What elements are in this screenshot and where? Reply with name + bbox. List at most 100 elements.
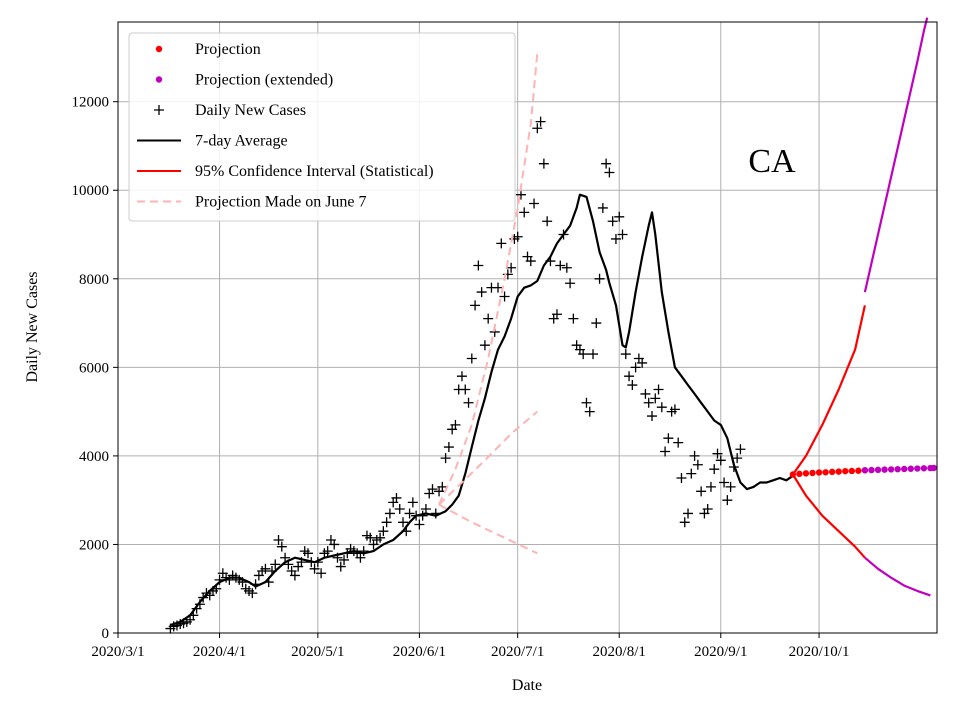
legend-item-june7: Projection Made on June 7 xyxy=(137,194,367,211)
daily-case-point xyxy=(260,563,271,574)
daily-case-point xyxy=(728,461,739,472)
projection-extended-point xyxy=(907,465,914,472)
daily-case-point xyxy=(545,256,556,267)
daily-case-point xyxy=(407,497,418,508)
daily-case-point xyxy=(624,371,635,382)
daily-case-point xyxy=(263,577,274,588)
daily-case-point xyxy=(542,216,553,227)
series-layer xyxy=(165,17,937,634)
daily-case-point xyxy=(273,535,284,546)
projection-made-on-june-7-upper-line xyxy=(438,52,539,506)
daily-case-point xyxy=(303,548,314,559)
daily-case-point xyxy=(312,557,323,568)
x-tick-label: 2020/4/1 xyxy=(193,644,246,660)
legend: Projection Projection (extended) Daily New… xyxy=(128,32,516,222)
daily-case-point xyxy=(601,158,612,169)
region-label: CA xyxy=(748,143,796,180)
daily-case-point xyxy=(515,189,526,200)
daily-case-point xyxy=(483,313,494,324)
series-95-ci-upper xyxy=(792,305,866,476)
daily-case-point xyxy=(732,453,743,464)
daily-case-point xyxy=(594,273,605,284)
daily-case-point xyxy=(250,579,261,590)
daily-case-point xyxy=(565,278,576,289)
daily-case-point xyxy=(398,517,409,528)
daily-case-point xyxy=(532,123,543,134)
daily-case-point xyxy=(450,419,461,430)
daily-case-point xyxy=(417,510,428,521)
daily-case-point xyxy=(512,231,523,242)
daily-case-point xyxy=(404,508,415,519)
95-ci-lower-line xyxy=(791,473,866,559)
daily-case-point xyxy=(384,508,395,519)
daily-case-point xyxy=(479,340,490,351)
daily-case-point xyxy=(653,384,664,395)
series-projection-extended xyxy=(861,464,937,474)
projection-point xyxy=(848,467,856,475)
axes: 2020/3/1 2020/4/1 2020/5/1 2020/6/1 2020/7/1… xyxy=(72,95,850,660)
x-tick-label: 2020/9/1 xyxy=(694,644,747,660)
projection-point xyxy=(815,469,823,476)
legend-label-ci: 95% Confidence Interval (Statistical) xyxy=(195,163,434,180)
series-7-day-average xyxy=(170,193,794,627)
x-axis-label: Date xyxy=(512,677,542,694)
daily-case-point xyxy=(332,552,343,563)
daily-case-point xyxy=(715,455,726,466)
daily-case-point xyxy=(309,563,320,574)
95-ci-lower-extended-line xyxy=(864,556,931,597)
daily-case-point xyxy=(355,552,366,563)
daily-case-point xyxy=(538,158,549,169)
x-tick-label: 2020/10/1 xyxy=(789,644,850,660)
plot-frame xyxy=(117,21,938,634)
y-axis-label: Daily New Cases xyxy=(24,271,41,382)
legend-marker-projection xyxy=(155,45,163,53)
daily-case-point xyxy=(686,468,697,479)
daily-case-point xyxy=(719,477,730,488)
projection-point xyxy=(809,469,816,477)
daily-case-point xyxy=(676,473,687,484)
daily-case-point xyxy=(414,519,425,530)
legend-marker-projection_extended xyxy=(155,76,163,83)
daily-case-point xyxy=(696,486,707,497)
projection-extended-point xyxy=(930,464,937,472)
daily-case-point xyxy=(709,464,720,475)
daily-case-point xyxy=(378,526,389,537)
daily-case-point xyxy=(683,508,694,519)
daily-case-point xyxy=(637,357,648,368)
daily-case-point xyxy=(679,517,690,528)
daily-case-point xyxy=(430,508,441,519)
daily-case-point xyxy=(519,207,530,218)
daily-case-point xyxy=(617,229,628,240)
daily-case-point xyxy=(381,517,392,528)
projection-point xyxy=(802,470,810,477)
daily-case-point xyxy=(391,492,402,503)
daily-case-point xyxy=(358,546,369,557)
daily-case-point xyxy=(529,198,540,209)
x-tick-label: 2020/7/1 xyxy=(491,644,544,660)
y-tick-label: 12000 xyxy=(72,95,110,111)
daily-case-point xyxy=(420,504,431,515)
daily-case-point xyxy=(329,539,340,550)
y-tick-label: 6000 xyxy=(79,360,109,376)
daily-case-point xyxy=(214,574,225,585)
daily-case-point xyxy=(437,481,448,492)
daily-case-point xyxy=(335,561,346,572)
daily-case-point xyxy=(650,393,661,404)
projection-made-on-june-7-lower-line xyxy=(438,503,538,555)
daily-case-point xyxy=(247,588,258,599)
daily-case-point xyxy=(610,233,621,244)
daily-case-point xyxy=(558,229,569,240)
series-projection-made-on-june-7-upper xyxy=(438,52,539,506)
daily-case-point xyxy=(280,552,291,563)
daily-case-point xyxy=(289,570,300,581)
daily-case-point xyxy=(663,433,674,444)
daily-case-point xyxy=(525,256,536,267)
daily-case-point xyxy=(568,313,579,324)
daily-case-point xyxy=(394,504,405,515)
daily-case-point xyxy=(643,397,654,408)
daily-case-point xyxy=(656,402,667,413)
legend-item-projection_extended: Projection (extended) xyxy=(155,72,333,89)
projection-extended-point xyxy=(894,465,901,473)
daily-case-point xyxy=(561,262,572,273)
daily-case-point xyxy=(443,442,454,453)
